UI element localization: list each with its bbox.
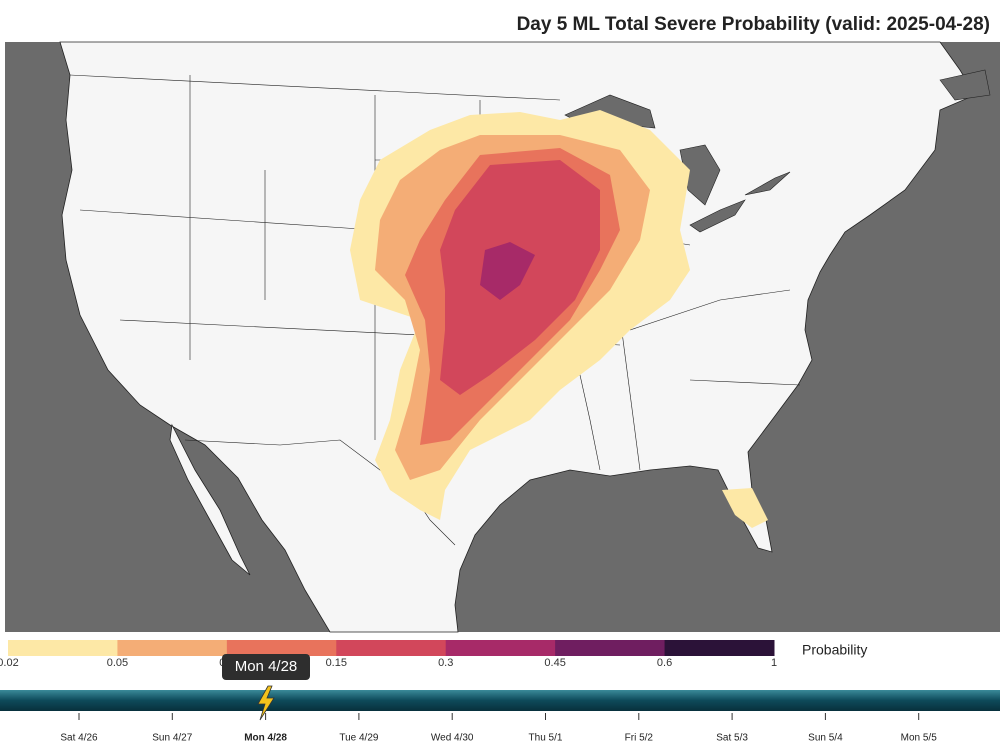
tooltip-box <box>222 654 310 680</box>
colorbar-tick-label: 0.02 <box>0 657 19 669</box>
timeline-label[interactable]: Mon 5/5 <box>901 733 938 744</box>
colorbar-label: Probability <box>802 642 867 658</box>
colorbar-segment <box>555 640 666 656</box>
tooltip: Mon 4/28 <box>222 654 310 680</box>
map-title: Day 5 ML Total Severe Probability (valid… <box>517 14 990 35</box>
timeline-label[interactable]: Mon 4/28 <box>244 733 287 744</box>
timeline-label[interactable]: Sun 5/4 <box>808 733 843 744</box>
baja <box>169 423 251 576</box>
tooltip-text: Mon 4/28 <box>235 658 298 675</box>
colorbar: 0.020.050.10.150.30.450.61 <box>0 640 777 669</box>
colorbar-tick-label: 0.45 <box>544 657 565 669</box>
timeline-label[interactable]: Fri 5/2 <box>625 733 654 744</box>
colorbar-tick-label: 0.3 <box>438 657 453 669</box>
colorbar-segment <box>445 640 556 656</box>
selected-icon <box>257 685 275 721</box>
colorbar-tick-label: 0.15 <box>326 657 347 669</box>
colorbar-tick-label: 1 <box>771 657 777 669</box>
colorbar-segment <box>117 640 228 656</box>
timeline-label[interactable]: Thu 5/1 <box>529 733 563 744</box>
colorbar-tick-label: 0.6 <box>657 657 672 669</box>
colorbar-tick-label: 0.05 <box>107 657 128 669</box>
timeline-label[interactable]: Wed 4/30 <box>431 733 474 744</box>
timeline-label[interactable]: Sat 5/3 <box>716 733 748 744</box>
colorbar-segment <box>8 640 118 656</box>
colorbar-segment <box>664 640 775 656</box>
map <box>5 41 1000 633</box>
colorbar-segment <box>226 640 337 656</box>
probability-contours <box>350 110 768 528</box>
timeline-bar[interactable] <box>0 690 1000 711</box>
timeline: Sat 4/26 Sun 4/27 Mon 4/28 Tue 4/29 Wed 4/30… <box>60 713 937 744</box>
timeline-label[interactable]: Sat 4/26 <box>60 733 98 744</box>
colorbar-segment <box>336 640 447 656</box>
timeline-label[interactable]: Tue 4/29 <box>339 733 379 744</box>
contour-florida <box>722 488 768 528</box>
timeline-label[interactable]: Sun 4/27 <box>152 733 192 744</box>
contour-03 <box>480 242 535 300</box>
